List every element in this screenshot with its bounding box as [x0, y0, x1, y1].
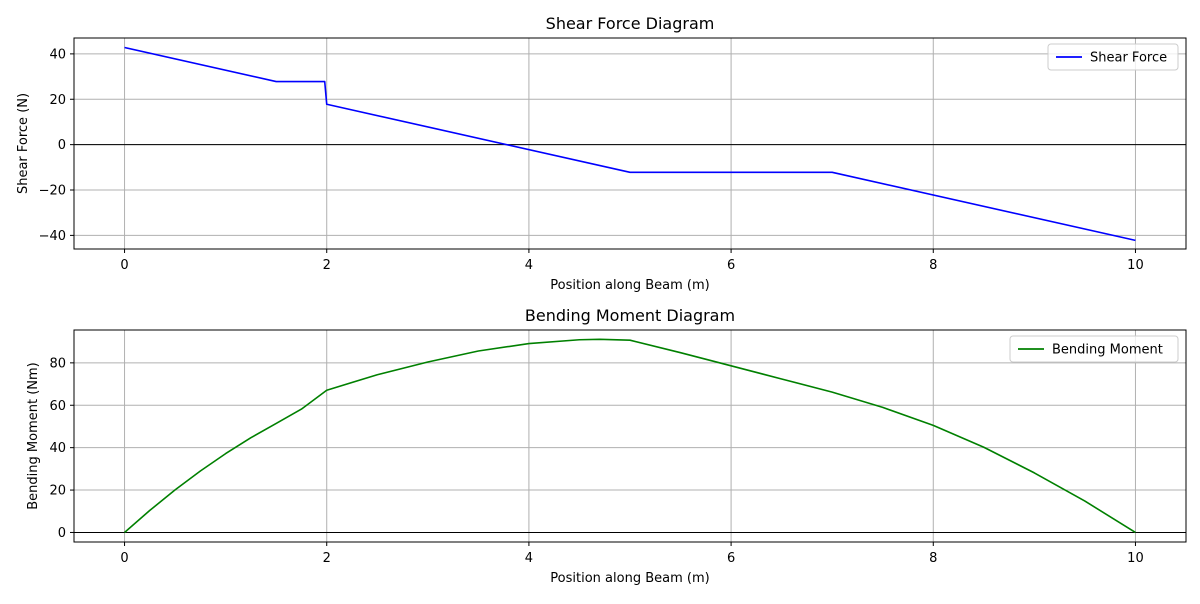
chart-title: Shear Force Diagram	[546, 14, 715, 33]
chart-panel-1: 0 2 4 6 8 10 0 20 40 60 80 Bending Moment Diagram Po…	[26, 306, 1187, 586]
x-tick-label: 2	[323, 551, 331, 566]
x-tick-label: 8	[929, 551, 937, 566]
x-tick-label: 6	[727, 258, 735, 273]
chart-panel-0: 0 2 4 6 8 10 −40 −20 0 20 40 Shear Force Diagram Pos…	[16, 14, 1187, 293]
y-tick-label: 0	[58, 526, 66, 541]
legend-label: Shear Force	[1090, 51, 1167, 66]
x-tick-label: 4	[525, 551, 533, 566]
x-tick-label: 8	[929, 258, 937, 273]
plot-frame	[73, 37, 1187, 250]
y-tick-label: 80	[49, 356, 66, 371]
series-line-bending-moment	[124, 338, 1136, 534]
x-axis-label: Position along Beam (m)	[550, 278, 709, 293]
plot-frame	[73, 329, 1187, 543]
y-tick-label: 0	[58, 138, 66, 153]
legend: Bending Moment	[1009, 335, 1179, 363]
x-tick-label: 2	[323, 258, 331, 273]
x-tick-label: 0	[120, 551, 128, 566]
y-tick-label: 40	[49, 47, 66, 62]
x-tick-label: 6	[727, 551, 735, 566]
legend-box	[1047, 43, 1179, 71]
y-tick-label: −20	[39, 184, 66, 199]
legend-label: Bending Moment	[1052, 343, 1163, 358]
x-axis-label: Position along Beam (m)	[550, 571, 709, 586]
y-tick-label: 20	[49, 93, 66, 108]
y-tick-label: −40	[39, 229, 66, 244]
chart-title: Bending Moment Diagram	[525, 306, 735, 325]
legend-box	[1009, 335, 1179, 363]
x-tick-label: 10	[1127, 258, 1144, 273]
y-tick-label: 60	[49, 399, 66, 414]
y-tick-label: 40	[49, 441, 66, 456]
legend: Shear Force	[1047, 43, 1179, 71]
x-tick-label: 4	[525, 258, 533, 273]
x-tick-label: 0	[120, 258, 128, 273]
y-axis-label: Shear Force (N)	[16, 93, 31, 194]
y-axis-label: Bending Moment (Nm)	[26, 362, 41, 509]
y-tick-label: 20	[49, 484, 66, 499]
x-tick-label: 10	[1127, 551, 1144, 566]
series-line-shear-force	[124, 46, 1136, 242]
